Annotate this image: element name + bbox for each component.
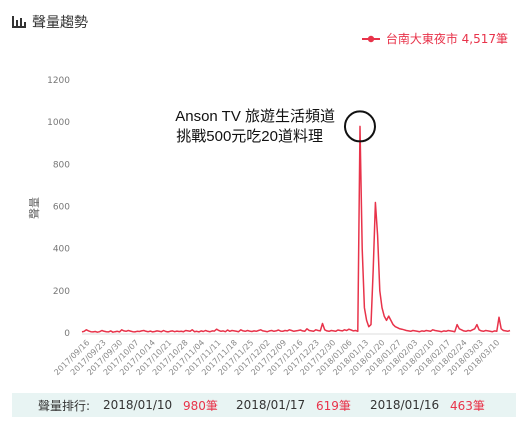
annotation-line-2: 挑戰500元吃20道料理: [176, 128, 323, 145]
chart-legend[interactable]: 台南大東夜市 4,517筆: [361, 30, 508, 47]
chart-title: 聲量趨勢: [32, 15, 88, 31]
peak-annotation: Anson TV 旅遊生活頻道 挑戰500元吃20道料理: [130, 107, 335, 147]
annotation-line-1: Anson TV 旅遊生活頻道: [175, 108, 335, 125]
legend-marker-icon: [361, 35, 380, 42]
rank-3-date: 2018/01/16: [370, 398, 440, 412]
legend-label: 台南大東夜市 4,517筆: [385, 32, 508, 46]
ranking-label: 聲量排行:: [38, 398, 91, 413]
peak-highlight-circle: [343, 110, 376, 143]
chart-header: 聲量趨勢: [12, 12, 88, 32]
y-tick-label: 200: [53, 287, 70, 297]
line-chart: 聲量0200400600800100012002017/09/162017/09…: [27, 76, 511, 377]
rank-1-date: 2018/01/10: [103, 398, 173, 412]
rank-2-count: 619筆: [316, 398, 351, 413]
series-line-台南大東夜市: [81, 125, 511, 333]
rank-1-count: 980筆: [183, 398, 218, 413]
y-axis-label: 聲量: [27, 197, 41, 219]
y-tick-label: 0: [64, 329, 70, 339]
ranking-footer: 聲量排行: 2018/01/10 980筆 2018/01/17 619筆 20…: [12, 393, 516, 417]
y-tick-label: 1200: [47, 76, 70, 86]
y-tick-label: 1000: [47, 118, 70, 128]
y-tick-label: 400: [53, 245, 70, 255]
rank-2-date: 2018/01/17: [236, 398, 306, 412]
y-tick-label: 600: [53, 203, 70, 213]
bar-chart-icon: [12, 16, 26, 28]
y-tick-label: 800: [53, 160, 70, 170]
rank-3-count: 463筆: [450, 398, 485, 413]
